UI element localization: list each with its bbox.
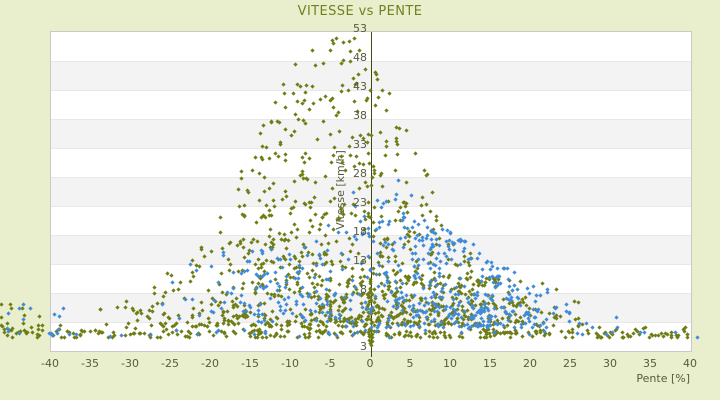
x-tick-label: -15 xyxy=(241,357,259,370)
data-point xyxy=(375,283,381,289)
data-point xyxy=(36,322,41,328)
data-point xyxy=(208,301,214,307)
y-tick-label: 38 xyxy=(353,109,367,122)
y-tick-label: 48 xyxy=(353,51,367,64)
x-tick-label: -25 xyxy=(161,357,179,370)
data-point xyxy=(37,314,42,319)
y-tick-label: 53 xyxy=(353,22,367,35)
x-tick-label: -10 xyxy=(281,357,299,370)
data-point xyxy=(317,96,323,102)
y-tick-label: 8 xyxy=(360,283,367,296)
data-point xyxy=(405,238,411,244)
data-point xyxy=(0,302,4,307)
data-point xyxy=(6,311,11,316)
data-point xyxy=(30,330,35,335)
data-point xyxy=(0,315,4,320)
plot-area xyxy=(50,31,692,357)
data-point xyxy=(508,330,514,336)
x-tick-label: 30 xyxy=(603,357,617,370)
data-point xyxy=(393,285,399,291)
x-tick-label: 25 xyxy=(563,357,577,370)
data-point xyxy=(355,71,361,77)
data-point xyxy=(192,323,198,329)
x-tick-label: -5 xyxy=(324,357,336,370)
data-point xyxy=(272,99,278,105)
data-point xyxy=(287,210,293,216)
data-point xyxy=(432,277,438,283)
chart-title: VITESSE vs PENTE xyxy=(297,4,423,19)
y-tick-label: 28 xyxy=(353,167,367,180)
data-point xyxy=(17,331,22,336)
x-tick-label: 10 xyxy=(443,357,457,370)
x-tick-label: 0 xyxy=(366,357,374,370)
y-tick-label: 23 xyxy=(353,196,367,209)
data-point xyxy=(695,335,700,340)
data-point xyxy=(382,152,388,158)
data-point xyxy=(21,321,26,326)
data-point xyxy=(149,308,155,314)
x-tick-label: -20 xyxy=(201,357,219,370)
x-tick-label: -30 xyxy=(121,357,139,370)
y-tick-label: 18 xyxy=(353,225,367,238)
data-point xyxy=(496,273,502,279)
data-point xyxy=(369,331,375,337)
x-tick-label: 35 xyxy=(643,357,657,370)
data-point xyxy=(9,306,14,311)
data-point xyxy=(29,325,35,330)
x-tick-label: 40 xyxy=(683,357,697,370)
x-tick-label: -35 xyxy=(81,357,99,370)
x-axis-title: Pente [%] xyxy=(636,372,690,385)
zero-axis-line xyxy=(371,32,372,357)
x-tick-label: 15 xyxy=(483,357,497,370)
data-point xyxy=(9,335,15,340)
x-tick-label: 5 xyxy=(406,357,414,370)
data-point xyxy=(34,335,40,340)
x-tick-label: 20 xyxy=(523,357,537,370)
x-tick-label: -40 xyxy=(41,357,59,370)
y-tick-label: 13 xyxy=(353,254,367,267)
y-tick-label: 43 xyxy=(353,80,367,93)
y-tick-label: 33 xyxy=(353,138,367,151)
data-point xyxy=(266,212,272,218)
y-tick-label: 3 xyxy=(360,340,367,353)
data-point xyxy=(28,306,33,311)
